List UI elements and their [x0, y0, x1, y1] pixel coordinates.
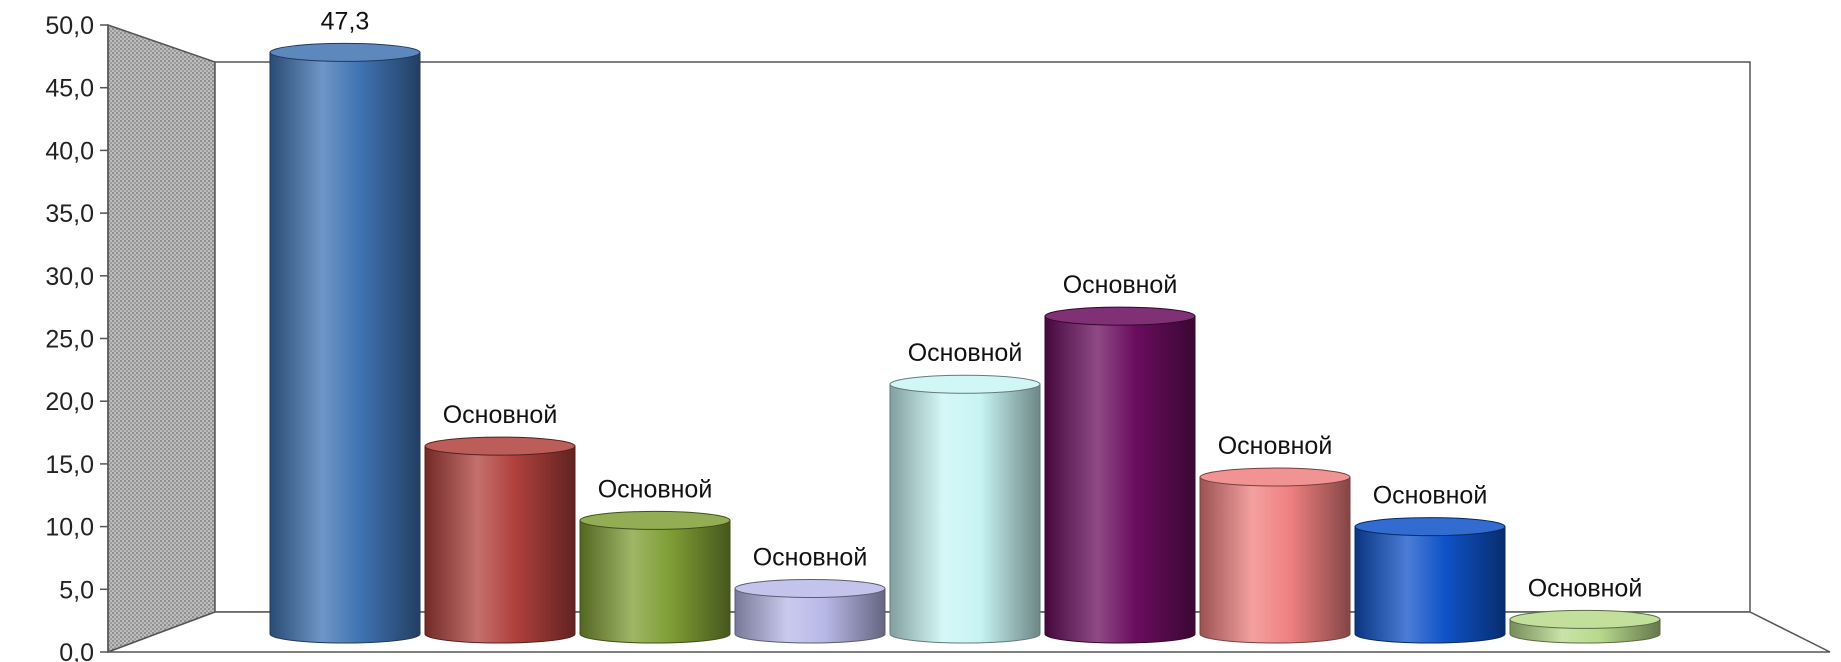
- bar-3-body: [579, 519, 731, 644]
- bar-2-top: [424, 436, 576, 456]
- bar-5: [889, 374, 1041, 644]
- bar-7-body: [1199, 476, 1351, 644]
- bar-2: [424, 436, 576, 644]
- y-tick-label: 30,0: [45, 263, 94, 291]
- bar-3: [579, 510, 731, 644]
- y-tick-label: 25,0: [45, 326, 94, 354]
- data-label-8: Основной: [1373, 482, 1488, 510]
- bar-8: [1354, 517, 1506, 644]
- bar-6-top: [1044, 306, 1196, 326]
- data-label-4: Основной: [753, 543, 868, 571]
- bar-6: [1044, 306, 1196, 644]
- bar-4: [734, 578, 886, 644]
- bar-1-body: [269, 51, 421, 644]
- bar-1: [269, 42, 421, 644]
- bar-7: [1199, 467, 1351, 644]
- bar-8-top: [1354, 517, 1506, 537]
- bar-1-top: [269, 42, 421, 62]
- y-tick-label: 5,0: [59, 576, 94, 604]
- bar-4-top: [734, 578, 886, 598]
- y-tick-label: 15,0: [45, 451, 94, 479]
- bar-2-body: [424, 445, 576, 644]
- y-tick-label: 20,0: [45, 388, 94, 416]
- bar-6-body: [1044, 315, 1196, 644]
- y-tick-label: 10,0: [45, 514, 94, 542]
- bar-3-top: [579, 510, 731, 530]
- bar-7-top: [1199, 467, 1351, 487]
- y-tick-label: 0,0: [59, 639, 94, 662]
- data-label-5: Основной: [908, 339, 1023, 367]
- data-label-7: Основной: [1218, 432, 1333, 460]
- bar-4-body: [734, 587, 886, 644]
- data-label-6: Основной: [1063, 271, 1178, 299]
- data-label-9: Основной: [1528, 574, 1643, 602]
- bar-9: [1509, 609, 1661, 644]
- y-tick-label: 40,0: [45, 137, 94, 165]
- y-tick-label: 50,0: [45, 12, 94, 40]
- bar-5-top: [889, 374, 1041, 394]
- data-label-1: 47,3: [321, 7, 370, 35]
- bar-9-top: [1509, 609, 1661, 629]
- y-tick-label: 35,0: [45, 200, 94, 228]
- side-wall: [107, 23, 216, 654]
- data-label-3: Основной: [598, 475, 713, 503]
- y-tick-label: 45,0: [45, 75, 94, 103]
- bar-8-body: [1354, 526, 1506, 644]
- bar-5-body: [889, 383, 1041, 644]
- data-label-2: Основной: [443, 401, 558, 429]
